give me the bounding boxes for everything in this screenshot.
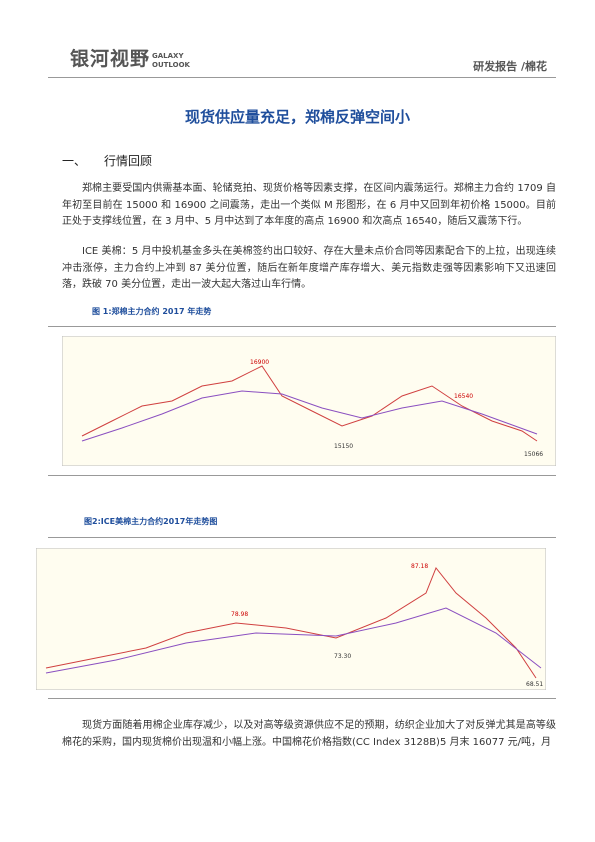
figure-rule	[48, 326, 556, 327]
chart-label: 68.51	[526, 681, 543, 688]
figure-caption: 图 1:郑棉主力合约 2017 年走势	[92, 307, 212, 316]
chart-label: 78.98	[231, 611, 248, 618]
header-section: 研发报告 /棉花	[473, 60, 547, 73]
title: 现货供应量充足，郑棉反弹空间小	[184, 108, 410, 126]
logo-en: OUTLOOK	[152, 61, 190, 69]
chart-label: 16900	[250, 359, 269, 366]
paragraph: 郑棉主要受国内供需基本面、轮储竞拍、现货价格等因素支撑，在区间内震荡运行。郑棉主…	[62, 183, 556, 227]
figure-1: 16900 16540 15150 15066	[62, 336, 556, 466]
figure-rule	[48, 537, 556, 538]
figure-rule	[48, 698, 556, 699]
figure-rule	[48, 475, 556, 476]
header-rule	[48, 77, 556, 78]
logo: 银河视野	[70, 48, 151, 70]
chart-label: 73.30	[334, 653, 351, 660]
paragraph: ICE 美棉：5 月中投机基金多头在美棉签约出口较好、存在大量未点价合同等因素配…	[62, 246, 556, 290]
logo-en: GALAXY	[152, 52, 184, 60]
section-number: 一、	[62, 154, 87, 168]
figure-caption: 图2:ICE美棉主力合约2017年走势图	[84, 517, 218, 526]
chart-label: 16540	[454, 393, 473, 400]
paragraph: 现货方面随着用棉企业库存减少，以及对高等级资源供应不足的预期，纺织企业加大了对反…	[62, 720, 556, 748]
chart-label: 87.18	[411, 563, 428, 570]
chart-label: 15150	[334, 443, 353, 450]
figure-2: 87.18 78.98 73.30 68.51	[36, 548, 546, 690]
chart-label: 15066	[524, 451, 543, 458]
section-heading: 行情回顾	[104, 154, 153, 168]
